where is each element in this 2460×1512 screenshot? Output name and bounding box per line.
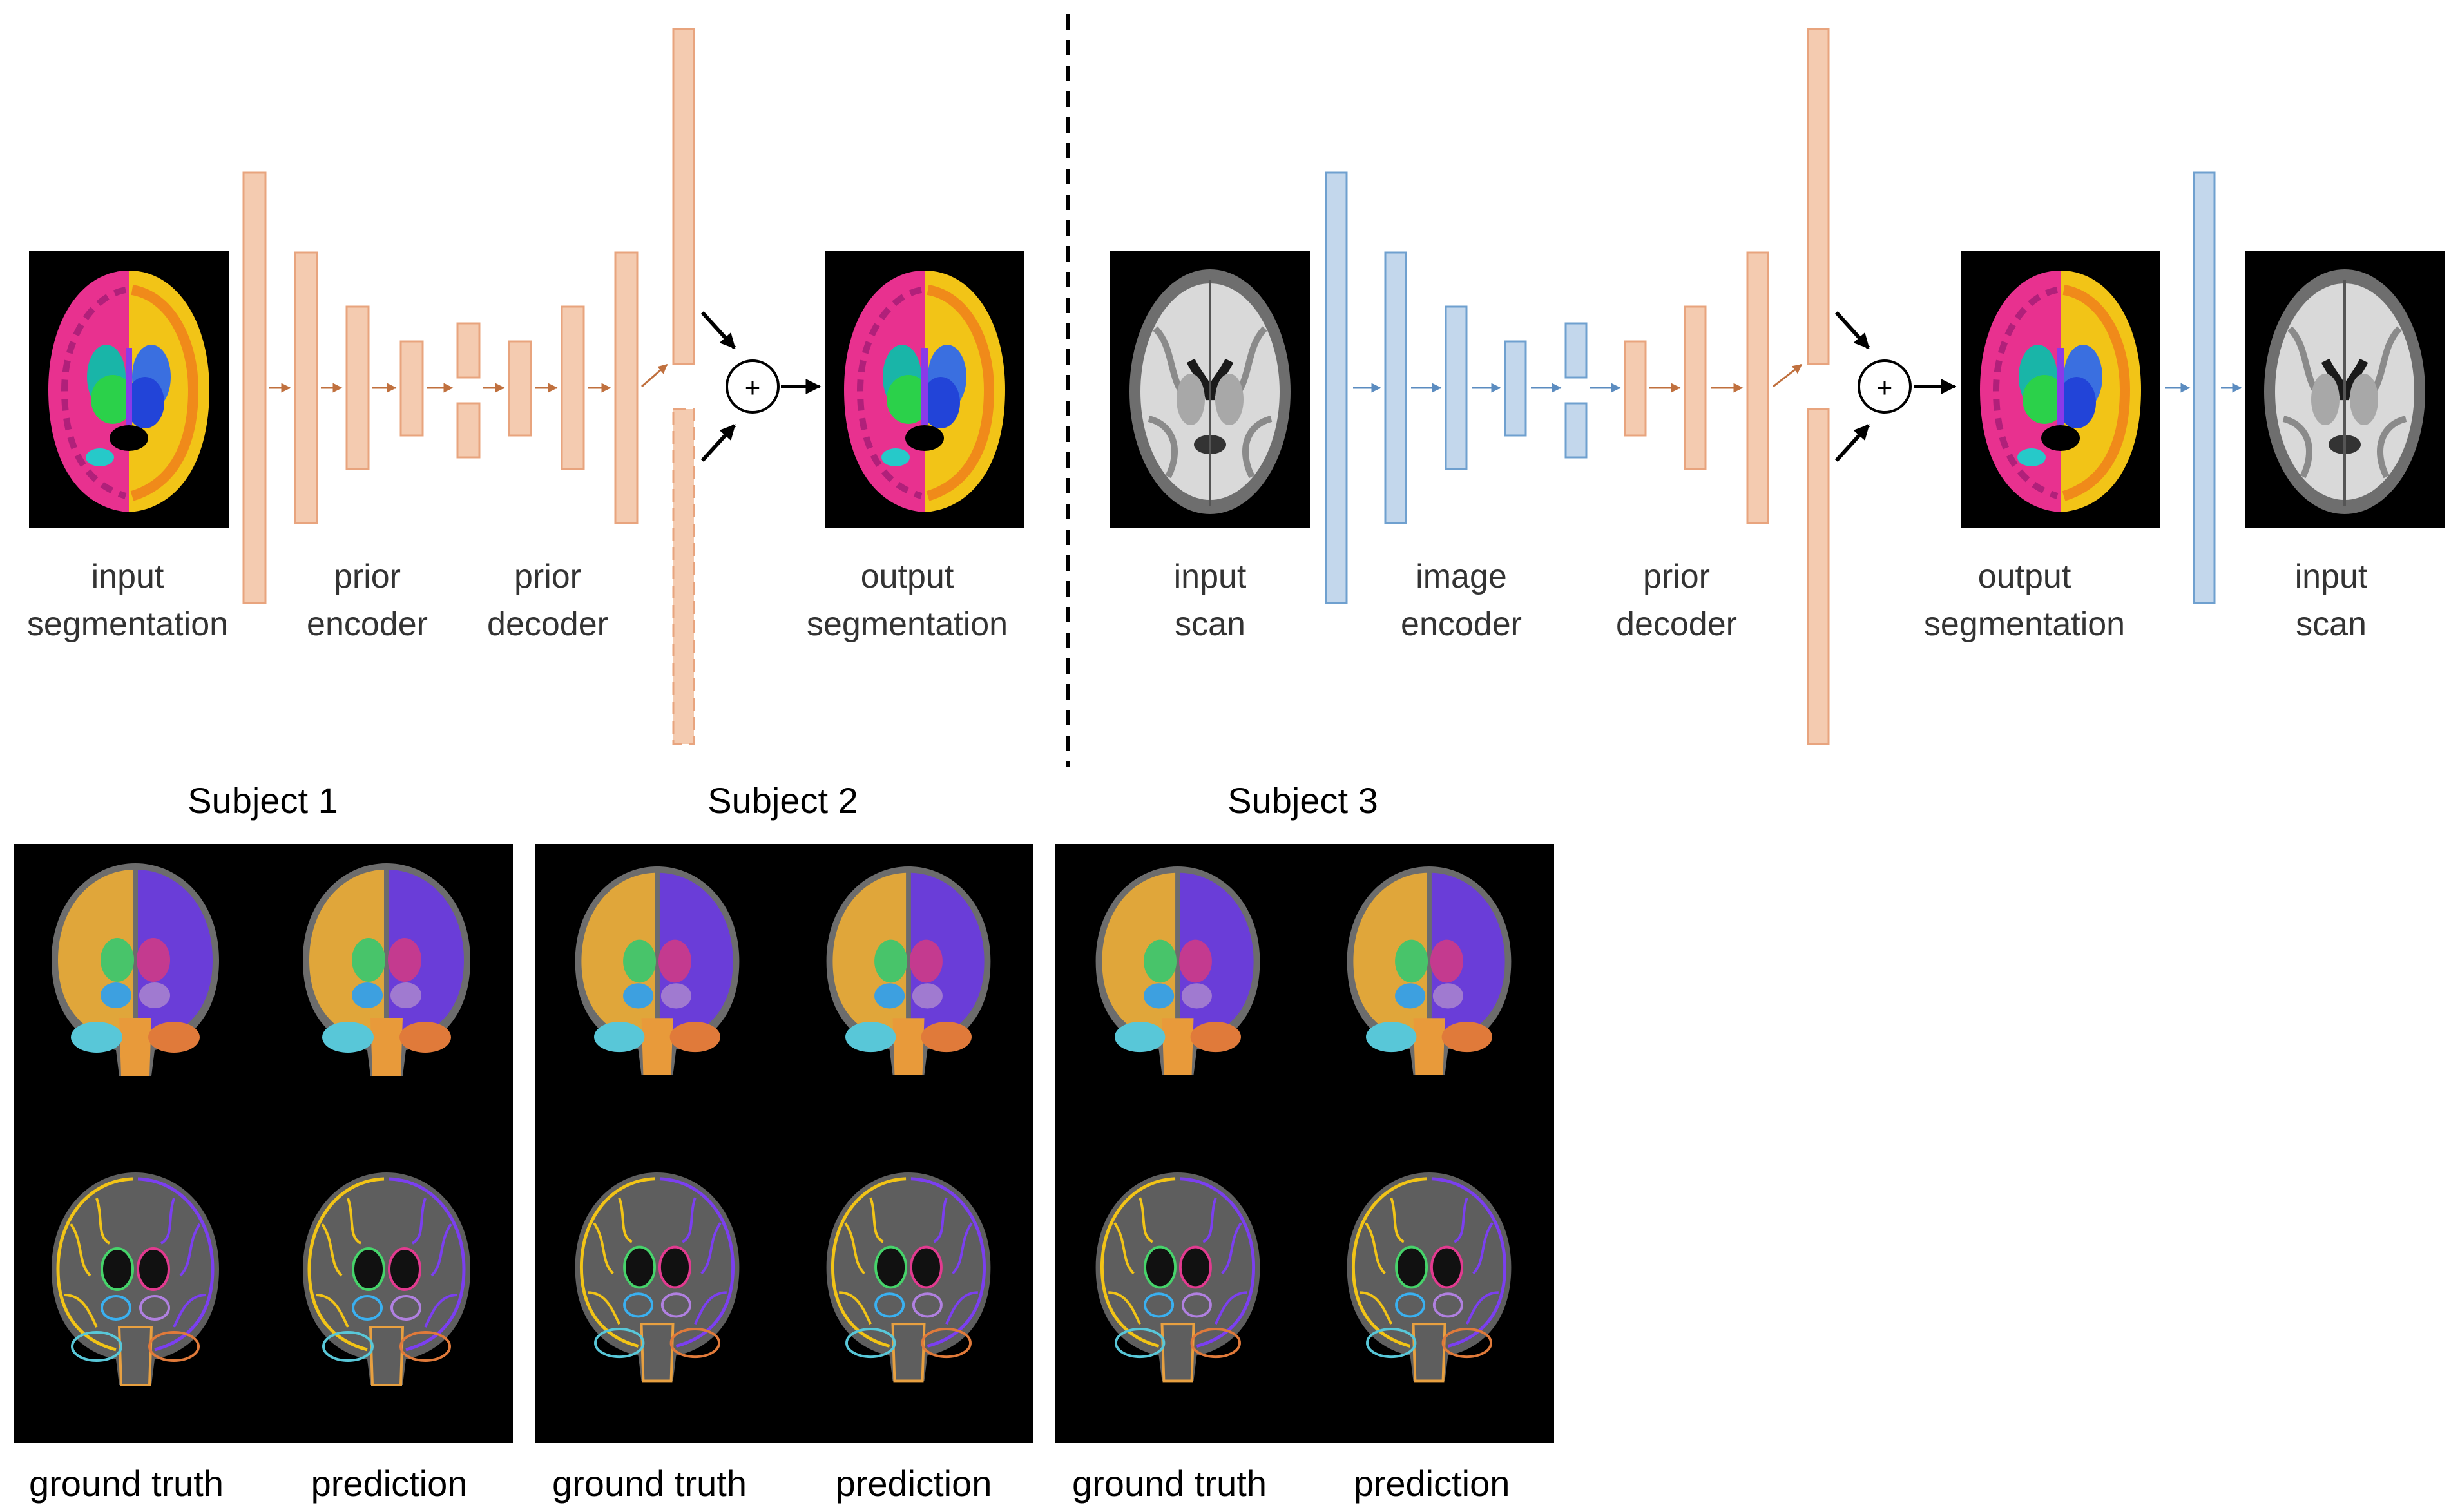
prior-encoder-blocks — [242, 28, 695, 604]
reconstructed-scan-image — [2245, 251, 2445, 528]
subject1-title: Subject 1 — [187, 780, 338, 821]
image-encoder-label: image encoder — [1401, 558, 1522, 643]
subject2-gt-caption: ground truth — [552, 1463, 747, 1504]
input-scan-image — [1110, 251, 1310, 528]
right-prior-decoder-blocks — [1624, 28, 1830, 745]
subject2-title: Subject 2 — [707, 780, 858, 821]
input-segmentation-image — [29, 251, 229, 528]
right-plus-symbol: + — [1877, 372, 1893, 403]
right-orange-arrows — [1649, 363, 1803, 393]
left-sum-node: + — [700, 311, 822, 463]
subject3-gt-caption: ground truth — [1072, 1463, 1267, 1504]
right-output-segmentation-label: output segmentation — [1923, 558, 2126, 643]
input-segmentation-label: input segmentation — [26, 558, 229, 643]
right-sum-node: + — [1834, 311, 1957, 463]
subject3-pred-caption: prediction — [1353, 1463, 1510, 1504]
output-segmentation-label: output segmentation — [806, 558, 1008, 643]
right-prior-decoder-label: prior decoder — [1616, 558, 1737, 643]
input-scan-label: input scan — [1173, 558, 1247, 643]
reconstruction-block — [2193, 171, 2216, 604]
prior-encoder-label: prior encoder — [307, 558, 428, 643]
image-encoder-blocks — [1325, 171, 1588, 604]
subject2-pred-caption: prediction — [835, 1463, 992, 1504]
right-output-segmentation-image — [1961, 251, 2160, 528]
output-segmentation-image — [825, 251, 1024, 528]
subject1-pred-caption: prediction — [311, 1463, 468, 1504]
subject3-title: Subject 3 — [1227, 780, 1378, 821]
reconstructed-scan-label: input scan — [2294, 558, 2368, 643]
prior-decoder-label: prior decoder — [487, 558, 608, 643]
left-plus-symbol: + — [745, 372, 761, 403]
prior-dashed-block — [672, 408, 695, 745]
subject1-gt-caption: ground truth — [29, 1463, 224, 1504]
left-orange-arrows — [269, 363, 668, 393]
